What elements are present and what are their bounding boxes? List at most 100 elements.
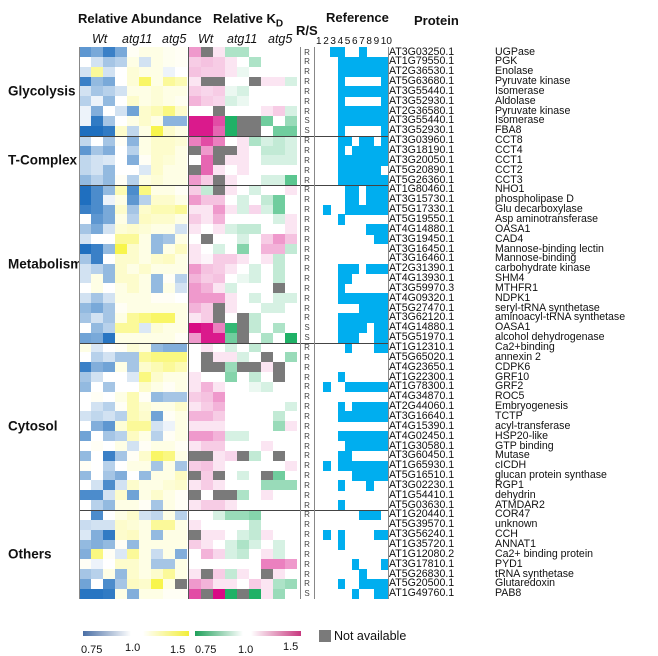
kd-cell — [249, 559, 261, 570]
kd-cell — [285, 283, 297, 294]
kd-cell — [201, 155, 213, 166]
kd-cell — [261, 303, 273, 314]
kd-cell — [189, 509, 201, 521]
abundance-cell — [79, 47, 91, 58]
abundance-cell — [127, 66, 139, 78]
kd-cell — [273, 342, 285, 353]
reference-cell — [366, 431, 374, 442]
abundance-cell — [91, 96, 103, 107]
abundance-cell — [91, 450, 103, 462]
abundance-cell — [79, 204, 91, 215]
kd-cell — [273, 588, 285, 600]
kd-cell — [249, 293, 261, 304]
kd-cell — [189, 372, 201, 383]
abundance-cell — [175, 578, 187, 590]
legend-abundance-mid-label: 1.0 — [125, 642, 141, 654]
kd-cell — [213, 293, 225, 304]
protein-name: RGP1 — [495, 478, 524, 491]
abundance-cell — [163, 450, 175, 462]
kd-cell — [237, 569, 249, 580]
rs-label: R — [304, 500, 310, 510]
abundance-cell — [163, 549, 175, 560]
protein-name: alcohol dehydrogenase — [495, 331, 605, 344]
kd-cell — [225, 135, 237, 146]
rs-label: R — [304, 244, 310, 254]
reference-cell — [344, 184, 353, 196]
kd-cell — [225, 273, 237, 284]
abundance-cell — [175, 76, 187, 87]
abundance-cell — [115, 480, 127, 491]
kd-cell — [189, 283, 201, 294]
kd-cell — [273, 293, 285, 304]
kd-cell — [249, 322, 261, 334]
rs-label: R — [304, 106, 310, 116]
abundance-cell — [115, 96, 127, 107]
kd-cell — [261, 175, 273, 186]
abundance-cell — [115, 224, 127, 235]
abundance-cell — [127, 381, 139, 393]
reference-cell — [352, 204, 360, 215]
kd-cell — [213, 175, 225, 186]
abundance-cell — [127, 490, 139, 501]
abundance-cell — [163, 234, 175, 245]
abundance-cell — [115, 115, 127, 127]
protein-id: AT5G19550.1 — [389, 212, 455, 225]
abundance-cell — [127, 263, 139, 275]
rs-label: R — [304, 421, 310, 431]
abundance-cell — [103, 421, 115, 432]
abundance-cell — [91, 303, 103, 314]
abundance-cell — [115, 559, 127, 570]
reference-cell — [337, 214, 345, 225]
abundance-cell — [103, 47, 115, 58]
abundance-cell — [103, 391, 115, 403]
rs-label: R — [304, 283, 310, 293]
abundance-cell — [103, 135, 115, 146]
kd-cell — [201, 362, 213, 373]
abundance-cell — [91, 539, 103, 550]
protein-name: Aldolase — [495, 94, 536, 107]
abundance-cell — [175, 411, 187, 422]
protein-name: GRF10 — [495, 370, 530, 383]
kd-cell — [285, 224, 297, 235]
reference-cell — [373, 194, 381, 206]
kd-cell — [201, 175, 213, 186]
kd-cell — [201, 401, 213, 412]
reference-cell — [352, 155, 360, 166]
kd-cell — [189, 263, 201, 275]
kd-cell — [225, 184, 237, 196]
abundance-cell — [103, 559, 115, 570]
protein-name: Mannose-binding — [495, 252, 577, 265]
kd-cell — [201, 224, 213, 235]
abundance-cell — [163, 421, 175, 432]
reference-cell — [359, 204, 367, 215]
kd-cell — [285, 322, 297, 334]
abundance-cell — [175, 47, 187, 58]
protein-name: NHO1 — [495, 183, 525, 196]
kd-cell — [225, 480, 237, 491]
rs-label: R — [304, 362, 310, 372]
kd-cell — [261, 106, 273, 117]
abundance-cell — [127, 588, 139, 600]
kd-cell — [249, 224, 261, 235]
kd-cell — [249, 362, 261, 373]
kd-cell — [213, 155, 225, 166]
kd-cell — [189, 421, 201, 432]
abundance-cell — [79, 194, 91, 206]
abundance-cell — [115, 194, 127, 206]
abundance-cell — [79, 460, 91, 472]
kd-cell — [237, 184, 249, 196]
kd-cell — [249, 490, 261, 501]
abundance-cell — [163, 214, 175, 225]
rs-label: R — [304, 195, 310, 205]
reference-cell — [337, 155, 345, 166]
kd-cell — [237, 47, 249, 58]
kd-cell — [249, 332, 261, 343]
kd-cell — [189, 529, 201, 540]
abundance-cell — [151, 460, 163, 472]
reference-cell — [359, 303, 367, 314]
kd-cell — [189, 253, 201, 265]
abundance-cell — [115, 204, 127, 215]
abundance-cell — [91, 470, 103, 481]
kd-cell — [225, 441, 237, 452]
protein-name: Mutase — [495, 449, 530, 462]
